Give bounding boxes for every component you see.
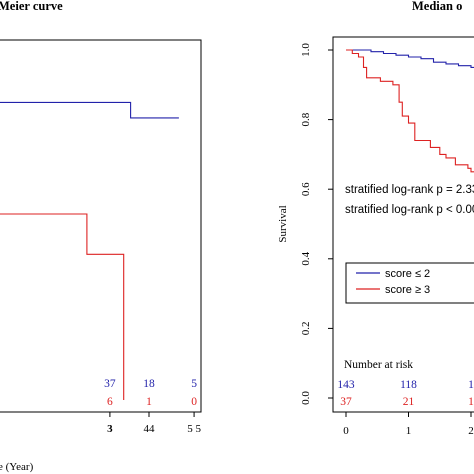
- left-x-tick-label: 3: [107, 423, 113, 435]
- left-risk-value: 1: [146, 396, 152, 408]
- risk-value: 37: [340, 396, 352, 408]
- x-tick-label: 1: [406, 425, 412, 437]
- y-tick-label: 1.0: [300, 43, 312, 57]
- risk-value: 21: [403, 396, 415, 408]
- left-risk-value: 6: [107, 396, 113, 408]
- left-plot-frame: [0, 39, 202, 413]
- left-x-tick-label: 44: [144, 423, 156, 435]
- x-tick-label: 2: [468, 425, 474, 437]
- legend-label: score ≤ 2: [385, 268, 430, 280]
- legend-label: score ≥ 3: [385, 284, 430, 296]
- y-tick-label: 0.2: [300, 322, 312, 336]
- left-risk-value: 5: [191, 378, 197, 390]
- risk-table-title: Number at risk: [344, 359, 413, 371]
- left-km-panel: 37 18 5 6 1 0 3 44 5 5 e (Year): [0, 39, 202, 473]
- logrank-annotation: stratified log-rank p < 0.00: [345, 204, 474, 216]
- left-km-curve-2: [0, 213, 125, 400]
- left-risk-value: 18: [143, 378, 155, 390]
- y-tick-label: 0.6: [300, 182, 312, 196]
- left-x-tick-label: 5 5: [187, 423, 201, 435]
- risk-value: 1: [468, 396, 474, 408]
- km-curve-score-le-2: [346, 49, 474, 68]
- y-axis-label: Survival: [277, 205, 289, 242]
- risk-value: 143: [337, 379, 355, 391]
- right-plot-frame: [332, 36, 474, 413]
- y-tick-label: 0.4: [300, 251, 312, 265]
- y-tick-label: 0.0: [300, 391, 312, 405]
- risk-value: 1: [468, 379, 474, 391]
- risk-value: 118: [400, 379, 417, 391]
- left-km-curve-1: [0, 101, 179, 119]
- left-x-axis-label: e (Year): [0, 461, 34, 473]
- logrank-annotation: stratified log-rank p = 2.33: [345, 184, 474, 196]
- legend: score ≤ 2 score ≥ 3: [345, 262, 474, 304]
- right-panel-title: Median o: [412, 0, 462, 13]
- km-curve-score-ge-3: [346, 49, 474, 173]
- legend-box: [345, 262, 474, 304]
- left-risk-value: 0: [191, 396, 197, 408]
- right-km-panel: 0.0 0.2 0.4 0.6 0.8 1.0 Survival 0 1 2 stratified …: [277, 36, 474, 437]
- left-risk-value: 37: [104, 378, 116, 390]
- left-panel-title: Meier curve: [0, 0, 63, 13]
- x-tick-label: 0: [343, 425, 349, 437]
- y-tick-label: 0.8: [300, 112, 312, 126]
